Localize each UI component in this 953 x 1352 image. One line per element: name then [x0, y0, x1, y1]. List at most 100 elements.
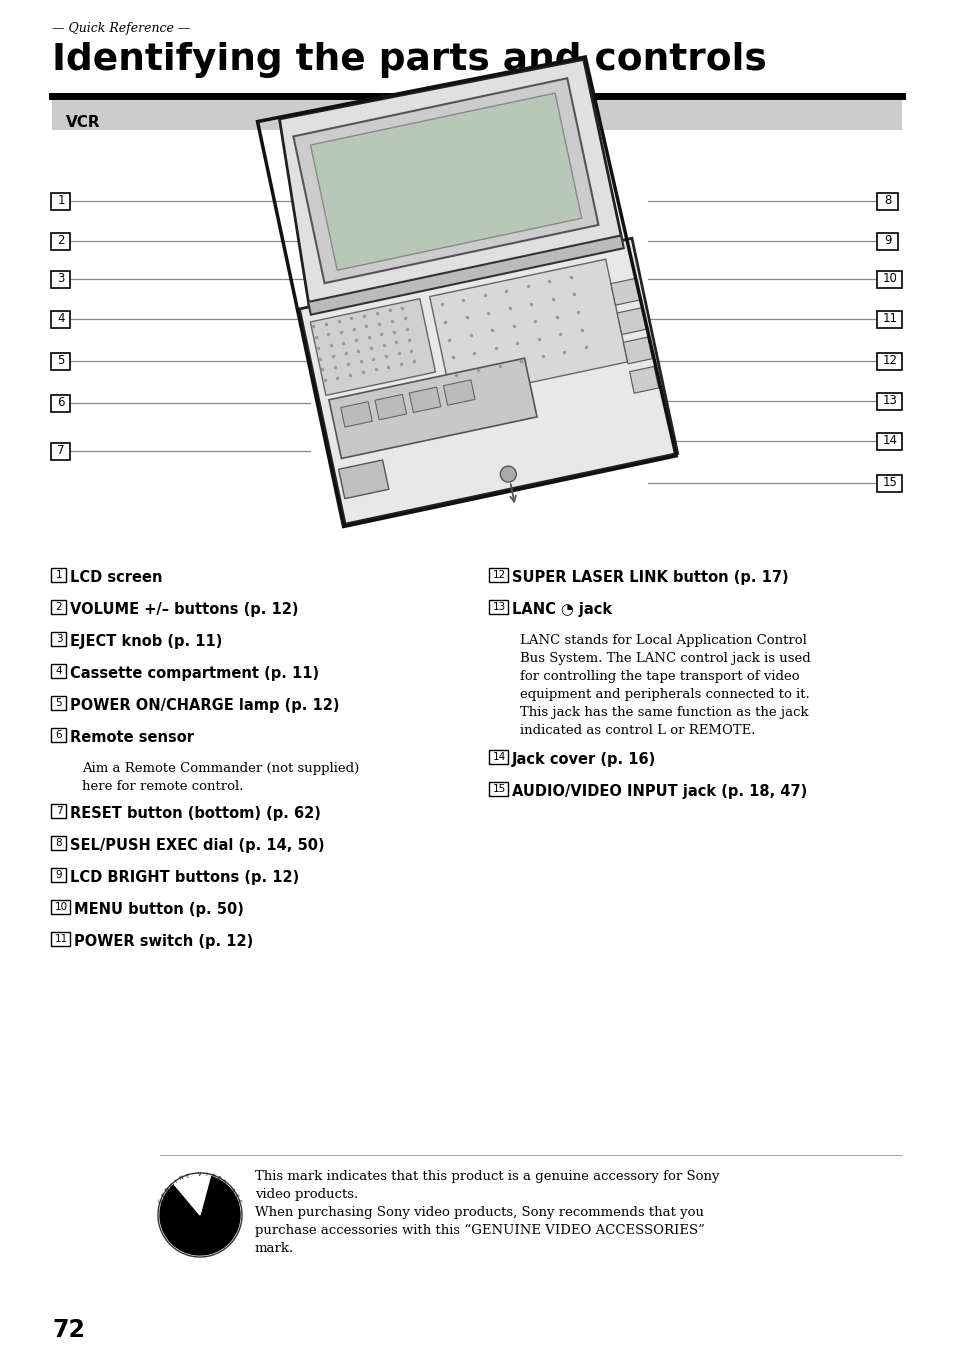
FancyBboxPatch shape [51, 932, 71, 945]
FancyBboxPatch shape [51, 599, 67, 614]
Polygon shape [429, 260, 627, 399]
FancyBboxPatch shape [52, 100, 901, 130]
Text: SUPER LASER LINK button (p. 17): SUPER LASER LINK button (p. 17) [512, 571, 788, 585]
Text: N: N [164, 1187, 171, 1192]
Text: 72: 72 [52, 1318, 85, 1343]
Text: — Quick Reference —: — Quick Reference — [52, 22, 191, 35]
Text: video products.: video products. [254, 1188, 358, 1201]
Text: 3: 3 [57, 273, 65, 285]
FancyBboxPatch shape [877, 475, 902, 492]
FancyBboxPatch shape [51, 695, 67, 710]
Polygon shape [629, 366, 658, 393]
Text: A: A [230, 1187, 235, 1192]
Polygon shape [409, 387, 440, 412]
Text: 11: 11 [54, 933, 68, 944]
Circle shape [158, 1174, 242, 1257]
Text: AUDIO/VIDEO INPUT jack (p. 18, 47): AUDIO/VIDEO INPUT jack (p. 18, 47) [512, 784, 806, 799]
Text: Cassette compartment (p. 11): Cassette compartment (p. 11) [70, 667, 319, 681]
FancyBboxPatch shape [877, 311, 902, 327]
Text: mark.: mark. [254, 1242, 294, 1255]
FancyBboxPatch shape [51, 270, 71, 288]
Circle shape [499, 466, 516, 483]
FancyBboxPatch shape [51, 899, 71, 914]
Text: This mark indicates that this product is a genuine accessory for Sony: This mark indicates that this product is… [254, 1169, 719, 1183]
Text: I: I [174, 1179, 178, 1184]
Text: 2: 2 [55, 602, 62, 611]
Polygon shape [610, 279, 639, 306]
FancyBboxPatch shape [877, 192, 898, 210]
Polygon shape [375, 395, 406, 419]
Text: E: E [161, 1192, 167, 1198]
Polygon shape [299, 238, 677, 525]
Text: C: C [233, 1192, 238, 1198]
Text: Jack cover (p. 16): Jack cover (p. 16) [512, 752, 656, 767]
Wedge shape [160, 1176, 240, 1255]
Text: This jack has the same function as the jack: This jack has the same function as the j… [519, 706, 808, 719]
FancyBboxPatch shape [51, 233, 71, 250]
Text: LCD screen: LCD screen [70, 571, 162, 585]
Text: POWER ON/CHARGE lamp (p. 12): POWER ON/CHARGE lamp (p. 12) [70, 698, 339, 713]
Text: 13: 13 [882, 395, 897, 407]
FancyBboxPatch shape [51, 192, 71, 210]
Text: 12: 12 [882, 354, 897, 368]
Text: 15: 15 [882, 476, 897, 489]
FancyBboxPatch shape [51, 803, 67, 818]
Text: When purchasing Sony video products, Sony recommends that you: When purchasing Sony video products, Son… [254, 1206, 703, 1220]
Text: 7: 7 [57, 445, 65, 457]
FancyBboxPatch shape [877, 392, 902, 410]
Text: 5: 5 [55, 698, 62, 707]
Text: VCR: VCR [66, 115, 100, 130]
Text: MENU button (p. 50): MENU button (p. 50) [74, 902, 244, 917]
Text: 8: 8 [55, 837, 62, 848]
FancyBboxPatch shape [51, 568, 67, 581]
Text: 5: 5 [57, 354, 65, 368]
Text: 9: 9 [883, 234, 891, 247]
Wedge shape [161, 1176, 239, 1255]
Text: 2: 2 [57, 234, 65, 247]
Text: Bus System. The LANC control jack is used: Bus System. The LANC control jack is use… [519, 652, 810, 665]
Text: LCD BRIGHT buttons (p. 12): LCD BRIGHT buttons (p. 12) [70, 869, 299, 886]
Text: equipment and peripherals connected to it.: equipment and peripherals connected to i… [519, 688, 809, 700]
Text: D: D [210, 1174, 214, 1179]
Polygon shape [443, 380, 475, 406]
FancyBboxPatch shape [877, 353, 902, 369]
Text: LANC stands for Local Application Control: LANC stands for Local Application Contro… [519, 634, 806, 648]
FancyBboxPatch shape [489, 781, 508, 795]
Text: EJECT knob (p. 11): EJECT knob (p. 11) [70, 634, 222, 649]
FancyBboxPatch shape [51, 353, 71, 369]
Text: RESET button (bottom) (p. 62): RESET button (bottom) (p. 62) [70, 806, 320, 821]
Text: VOLUME +/– buttons (p. 12): VOLUME +/– buttons (p. 12) [70, 602, 298, 617]
FancyBboxPatch shape [489, 599, 508, 614]
FancyBboxPatch shape [51, 395, 71, 411]
Polygon shape [338, 460, 389, 499]
FancyBboxPatch shape [489, 568, 508, 581]
Text: G: G [158, 1198, 164, 1203]
Text: 15: 15 [492, 784, 505, 794]
Text: here for remote control.: here for remote control. [82, 780, 243, 794]
Polygon shape [294, 78, 598, 283]
Text: LANC ◔ jack: LANC ◔ jack [512, 602, 612, 617]
Text: V: V [198, 1171, 201, 1176]
Text: O: O [220, 1179, 226, 1184]
FancyBboxPatch shape [51, 631, 67, 645]
Polygon shape [340, 402, 372, 427]
FancyBboxPatch shape [51, 836, 67, 849]
Polygon shape [622, 337, 652, 364]
Text: 10: 10 [54, 902, 68, 911]
Polygon shape [279, 59, 621, 307]
Text: Aim a Remote Commander (not supplied): Aim a Remote Commander (not supplied) [82, 763, 359, 775]
FancyBboxPatch shape [51, 664, 67, 677]
Text: 7: 7 [55, 806, 62, 815]
Text: 4: 4 [57, 312, 65, 326]
Text: E: E [185, 1174, 190, 1179]
Polygon shape [308, 235, 623, 315]
Text: 12: 12 [492, 569, 505, 580]
Text: 8: 8 [883, 195, 891, 207]
Text: E: E [215, 1175, 220, 1182]
Text: 3: 3 [55, 634, 62, 644]
FancyBboxPatch shape [51, 311, 71, 327]
FancyBboxPatch shape [877, 270, 902, 288]
Text: N: N [179, 1175, 185, 1182]
Text: for controlling the tape transport of video: for controlling the tape transport of vi… [519, 671, 799, 683]
Polygon shape [310, 299, 435, 395]
